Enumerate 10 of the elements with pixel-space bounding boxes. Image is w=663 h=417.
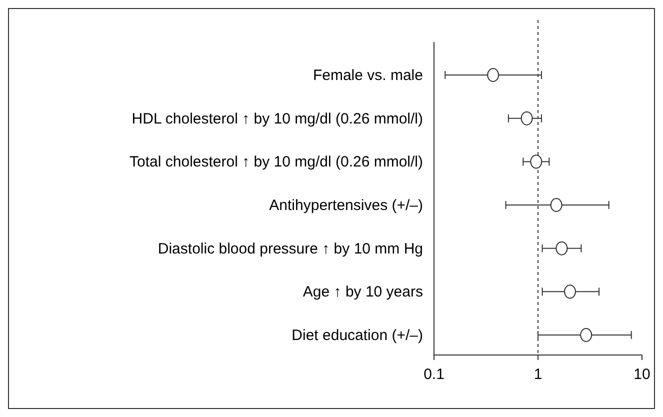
x-tick-label: 1 — [534, 366, 542, 383]
y-tick-label: Total cholesterol ↑ by 10 mg/dl (0.26 mmol/l) — [130, 154, 424, 171]
y-tick-label: Antihypertensives (+/–) — [269, 197, 423, 214]
y-tick-label: Diet education (+/–) — [292, 327, 423, 344]
x-tick-label: 10 — [634, 366, 650, 383]
y-tick-label: Diastolic blood pressure ↑ by 10 mm Hg — [158, 240, 423, 258]
y-tick-label: Age ↑ by 10 years — [302, 284, 423, 301]
y-tick-label: HDL cholesterol ↑ by 10 mg/dl (0.26 mmol/l) — [132, 110, 424, 128]
x-tick-label: 0.1 — [424, 366, 444, 383]
y-tick-label: Female vs. male — [312, 67, 423, 84]
